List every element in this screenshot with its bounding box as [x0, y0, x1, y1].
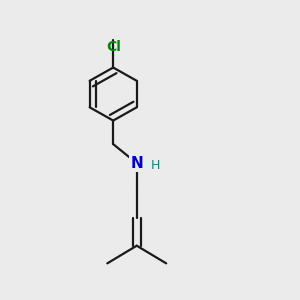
- Text: Cl: Cl: [106, 40, 121, 54]
- Text: H: H: [150, 159, 160, 172]
- Text: N: N: [130, 156, 143, 171]
